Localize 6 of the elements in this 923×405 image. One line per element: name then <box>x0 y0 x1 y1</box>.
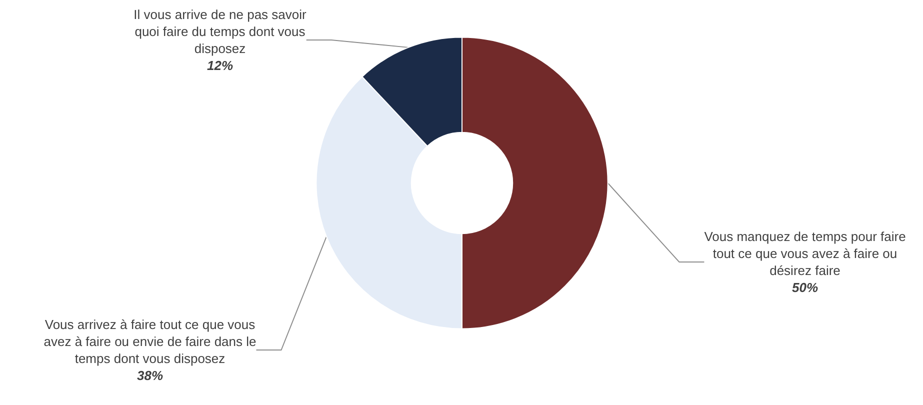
data-label: 12% <box>206 58 234 73</box>
slice-label: Il vous arrive de ne pas savoir quoi faire du temps dont vous disposez <box>134 7 308 56</box>
data-label: 38% <box>136 368 164 383</box>
slice-label: Vous manquez de temps pour faire tout ce que vous avez à faire ou désirez faire <box>704 229 906 278</box>
data-label: 50% <box>792 280 818 295</box>
slice-label: Vous arrivez à faire tout ce que vous avez à faire ou envie de faire dans le temps dont vous disposez <box>44 317 256 366</box>
